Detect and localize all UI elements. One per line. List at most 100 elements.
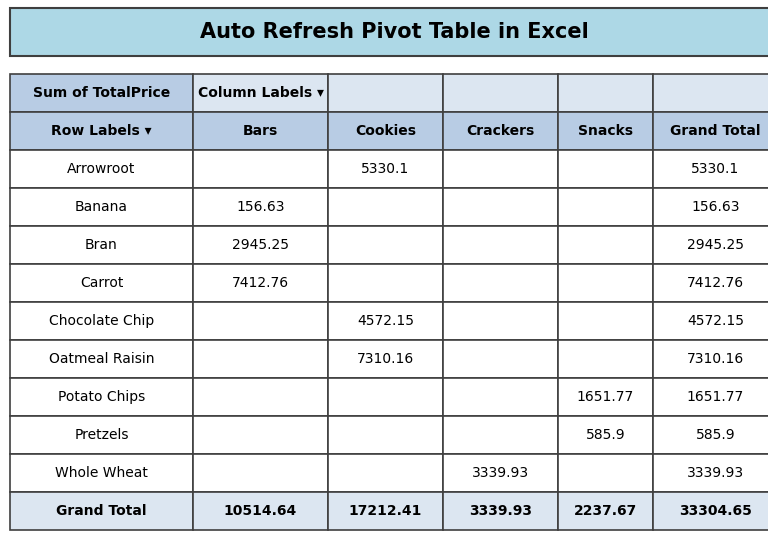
Bar: [328, 74, 443, 112]
Bar: [193, 416, 328, 454]
Text: 3339.93: 3339.93: [687, 466, 744, 480]
Bar: [443, 416, 558, 454]
Text: 7310.16: 7310.16: [687, 352, 744, 366]
Bar: [328, 416, 443, 454]
Text: 10514.64: 10514.64: [224, 504, 297, 518]
Text: Banana: Banana: [75, 200, 128, 214]
Bar: [10, 264, 193, 302]
Text: 7412.76: 7412.76: [232, 276, 289, 290]
Bar: [193, 74, 328, 112]
Text: Chocolate Chip: Chocolate Chip: [49, 314, 154, 328]
Bar: [558, 226, 653, 264]
Bar: [558, 454, 653, 492]
Text: Row Labels ▾: Row Labels ▾: [51, 124, 152, 138]
Bar: [558, 264, 653, 302]
Bar: [10, 492, 193, 530]
Bar: [328, 264, 443, 302]
Text: Arrowroot: Arrowroot: [68, 162, 136, 176]
Text: Auto Refresh Pivot Table in Excel: Auto Refresh Pivot Table in Excel: [200, 22, 588, 42]
Bar: [328, 340, 443, 378]
Bar: [10, 416, 193, 454]
Text: 2237.67: 2237.67: [574, 504, 637, 518]
Text: 3339.93: 3339.93: [472, 466, 529, 480]
Text: 4572.15: 4572.15: [687, 314, 744, 328]
Text: Carrot: Carrot: [80, 276, 123, 290]
Bar: [193, 188, 328, 226]
Bar: [558, 302, 653, 340]
Bar: [10, 8, 768, 56]
Bar: [653, 492, 768, 530]
Bar: [328, 492, 443, 530]
Bar: [653, 112, 768, 150]
Text: Column Labels ▾: Column Labels ▾: [197, 86, 323, 100]
Bar: [653, 150, 768, 188]
Text: Sum of TotalPrice: Sum of TotalPrice: [33, 86, 170, 100]
Text: Bars: Bars: [243, 124, 278, 138]
Text: 585.9: 585.9: [586, 428, 625, 442]
Text: 5330.1: 5330.1: [362, 162, 409, 176]
Bar: [443, 492, 558, 530]
Bar: [443, 264, 558, 302]
Bar: [328, 112, 443, 150]
Bar: [10, 454, 193, 492]
Bar: [328, 150, 443, 188]
Bar: [193, 378, 328, 416]
Text: 156.63: 156.63: [237, 200, 285, 214]
Bar: [443, 188, 558, 226]
Bar: [193, 340, 328, 378]
Bar: [193, 492, 328, 530]
Bar: [443, 112, 558, 150]
Bar: [558, 74, 653, 112]
Text: 156.63: 156.63: [691, 200, 740, 214]
Text: Cookies: Cookies: [355, 124, 416, 138]
Bar: [443, 74, 558, 112]
Bar: [558, 112, 653, 150]
Text: 585.9: 585.9: [696, 428, 735, 442]
Bar: [653, 264, 768, 302]
Text: 2945.25: 2945.25: [232, 238, 289, 252]
Bar: [193, 226, 328, 264]
Text: Snacks: Snacks: [578, 124, 633, 138]
Bar: [328, 454, 443, 492]
Bar: [653, 454, 768, 492]
Bar: [653, 378, 768, 416]
Bar: [328, 302, 443, 340]
Bar: [653, 188, 768, 226]
Bar: [193, 112, 328, 150]
Bar: [10, 112, 193, 150]
Bar: [558, 416, 653, 454]
Bar: [10, 302, 193, 340]
Bar: [10, 378, 193, 416]
Bar: [193, 454, 328, 492]
Text: Crackers: Crackers: [466, 124, 535, 138]
Bar: [193, 264, 328, 302]
Text: 5330.1: 5330.1: [691, 162, 740, 176]
Bar: [193, 302, 328, 340]
Text: 3339.93: 3339.93: [469, 504, 532, 518]
Text: Grand Total: Grand Total: [56, 504, 147, 518]
Bar: [653, 226, 768, 264]
Bar: [558, 150, 653, 188]
Bar: [328, 188, 443, 226]
Text: 1651.77: 1651.77: [687, 390, 744, 404]
Text: 7310.16: 7310.16: [357, 352, 414, 366]
Bar: [558, 378, 653, 416]
Bar: [653, 302, 768, 340]
Bar: [193, 150, 328, 188]
Text: 17212.41: 17212.41: [349, 504, 422, 518]
Bar: [10, 226, 193, 264]
Bar: [328, 378, 443, 416]
Text: 33304.65: 33304.65: [679, 504, 752, 518]
Bar: [443, 340, 558, 378]
Text: Oatmeal Raisin: Oatmeal Raisin: [48, 352, 154, 366]
Text: Grand Total: Grand Total: [670, 124, 761, 138]
Text: Bran: Bran: [85, 238, 118, 252]
Bar: [653, 340, 768, 378]
Text: Whole Wheat: Whole Wheat: [55, 466, 148, 480]
Text: Pretzels: Pretzels: [74, 428, 129, 442]
Bar: [443, 226, 558, 264]
Bar: [443, 454, 558, 492]
Bar: [558, 188, 653, 226]
Bar: [10, 74, 193, 112]
Text: 4572.15: 4572.15: [357, 314, 414, 328]
